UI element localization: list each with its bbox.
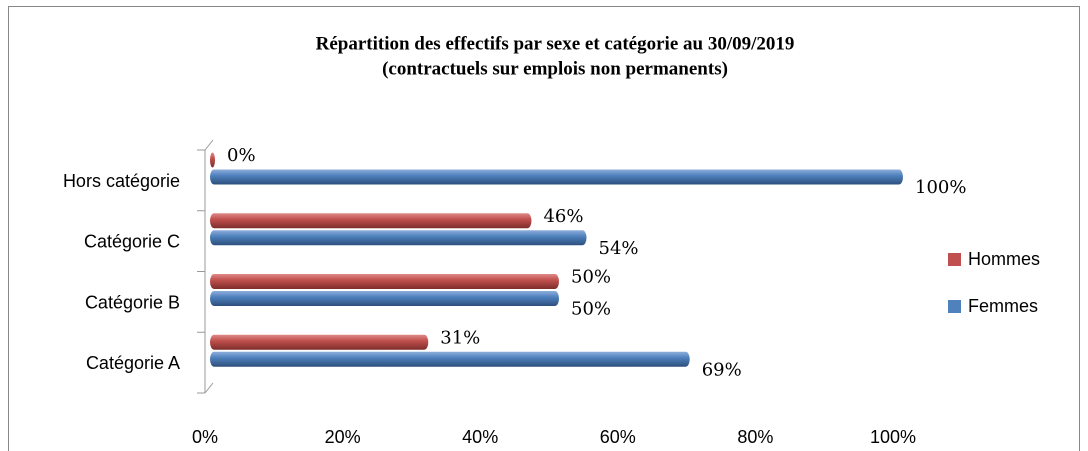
bar	[210, 169, 903, 185]
x-tick-label: 100%	[870, 427, 916, 447]
value-label: 50%	[571, 267, 611, 288]
y-axis-depth	[204, 382, 214, 394]
x-tick-label: 80%	[737, 427, 773, 447]
value-label: 46%	[543, 206, 583, 227]
chart-title: Répartition des effectifs par sexe et ca…	[316, 33, 795, 54]
x-tick-label: 20%	[325, 427, 361, 447]
y-tick-label: Catégorie B	[85, 292, 180, 312]
value-label: 50%	[571, 299, 611, 320]
legend-label: Hommes	[968, 249, 1040, 269]
bar	[210, 213, 532, 229]
legend-swatch	[948, 300, 961, 313]
bar	[210, 230, 587, 246]
value-label: 69%	[702, 359, 742, 380]
bar	[210, 334, 429, 350]
value-label: 54%	[599, 238, 639, 259]
value-label: 31%	[440, 327, 480, 348]
chart-frame	[8, 6, 1080, 451]
value-label: 0%	[227, 145, 256, 166]
bar	[210, 152, 215, 168]
x-tick-label: 60%	[600, 427, 636, 447]
y-axis-depth	[204, 139, 214, 151]
x-tick-label: 40%	[462, 427, 498, 447]
legend-label: Femmes	[968, 296, 1038, 316]
y-tick-label: Catégorie A	[86, 353, 180, 373]
bar	[210, 351, 690, 367]
y-tick-label: Hors catégorie	[63, 171, 180, 191]
chart-subtitle: (contractuels sur emplois non permanents…	[382, 58, 728, 79]
bar	[210, 274, 559, 289]
bar	[210, 291, 559, 306]
legend-swatch	[948, 253, 961, 266]
x-tick-label: 0%	[192, 427, 218, 447]
value-label: 100%	[915, 177, 966, 198]
y-tick-label: Catégorie C	[84, 232, 180, 252]
